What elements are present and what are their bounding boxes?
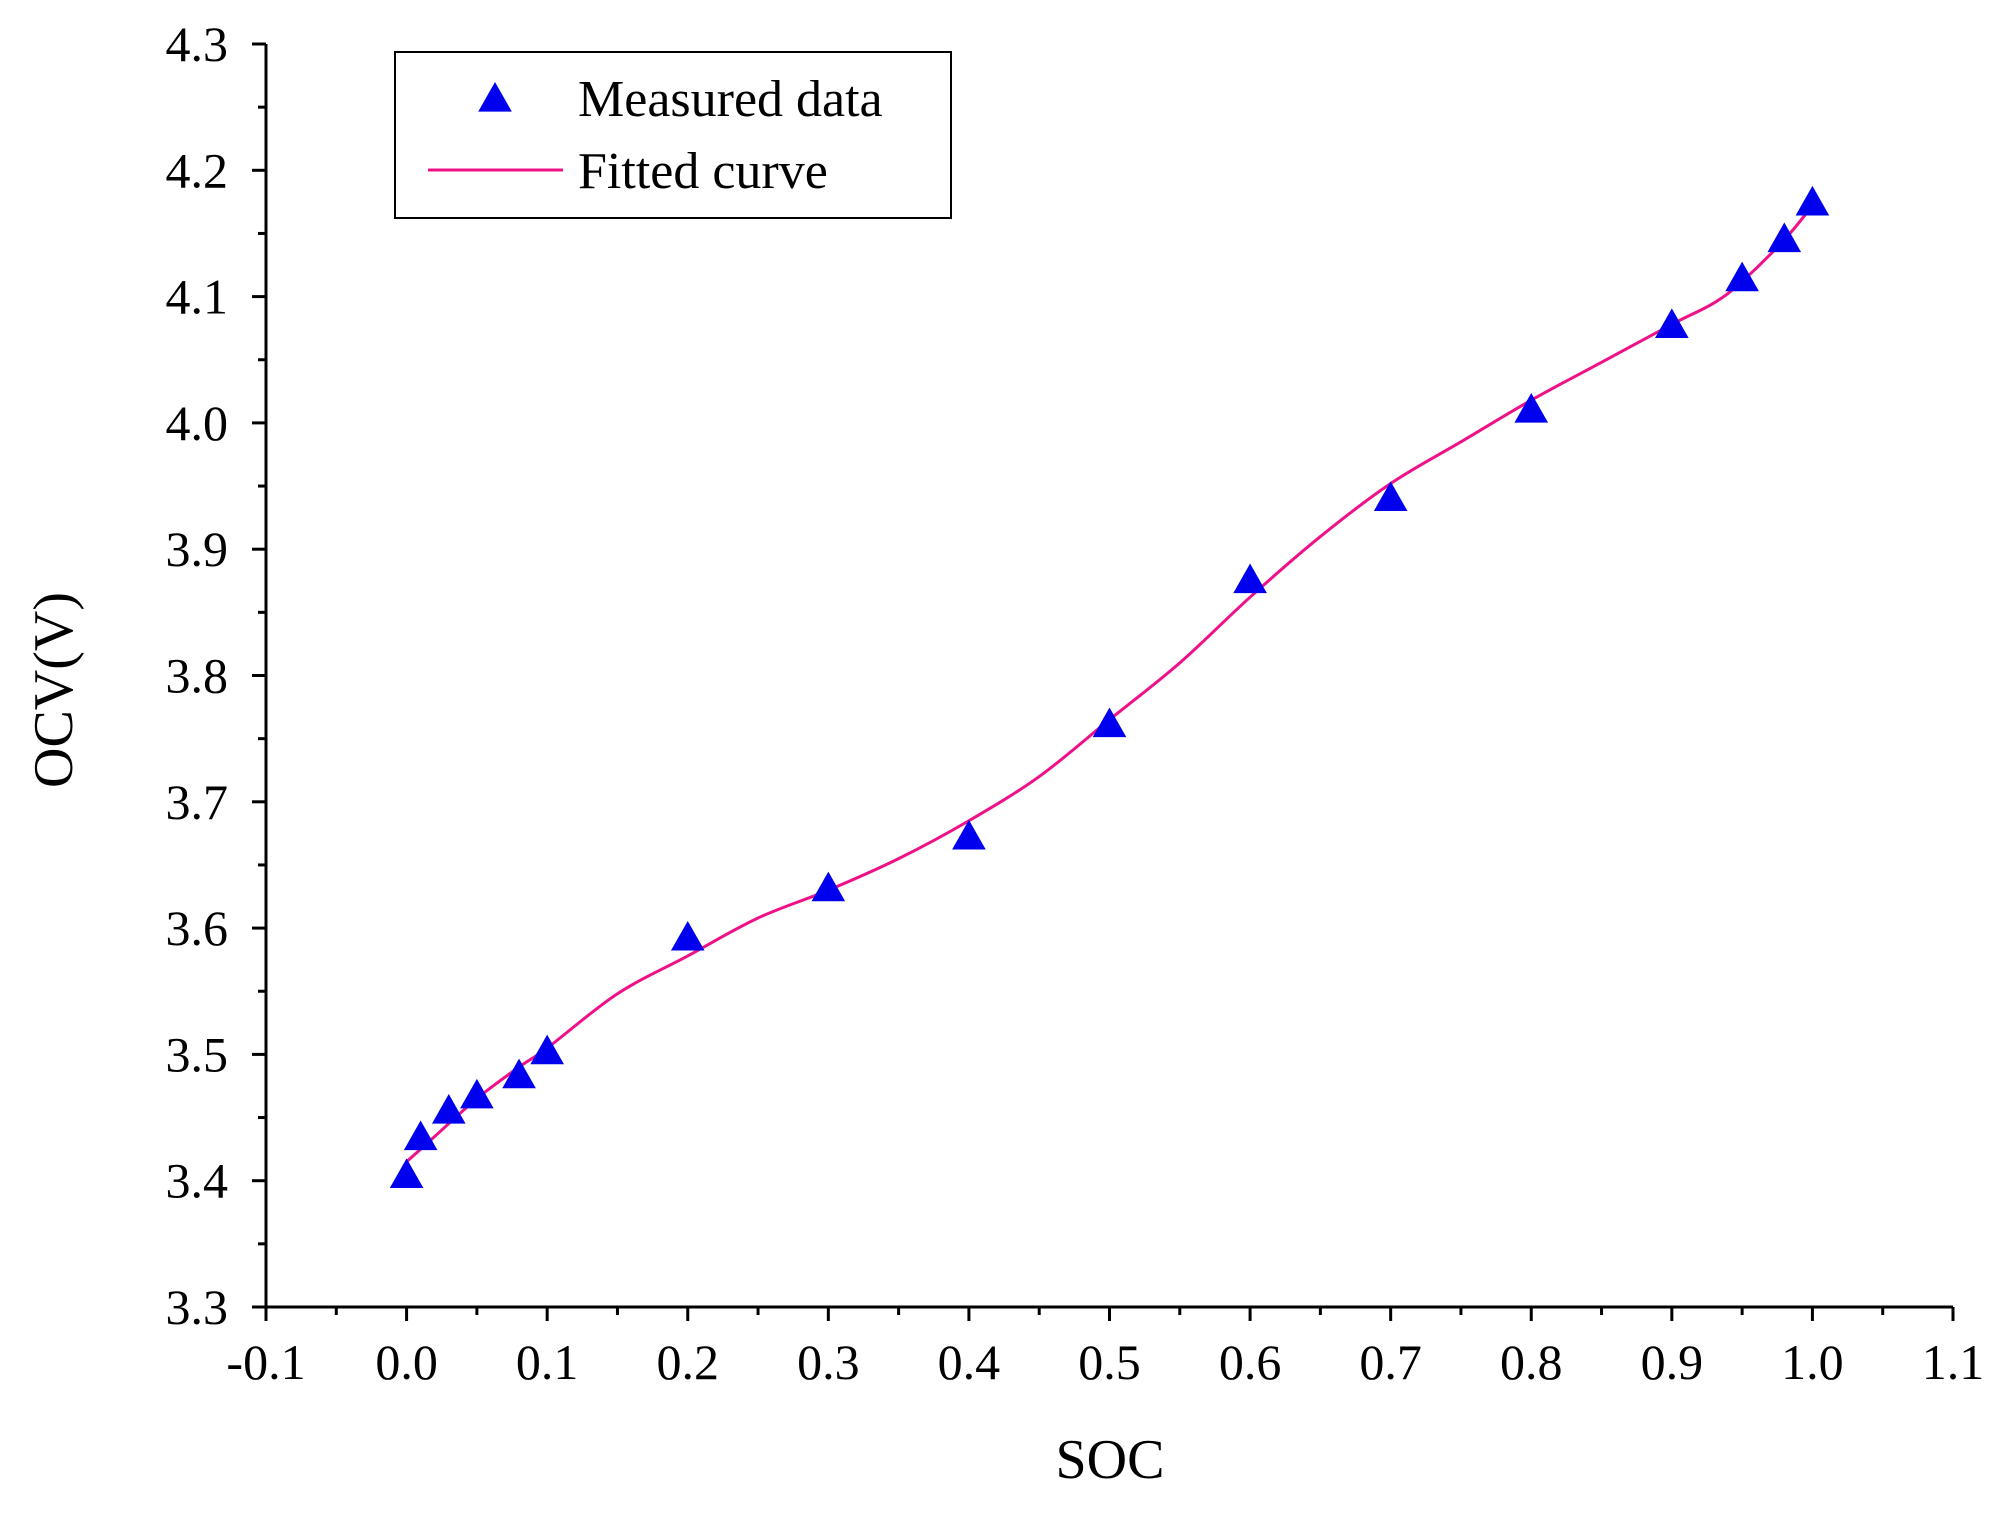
measured-data-point <box>431 1093 466 1124</box>
x-tick-label: 0.2 <box>657 1334 720 1390</box>
x-tick-label: 0.7 <box>1359 1334 1422 1390</box>
measured-data-point <box>1373 481 1408 512</box>
y-tick-labels: 3.3 3.4 3.5 3.6 3.7 3.8 3.9 4.0 4.1 4.2 4.3 <box>166 16 229 1335</box>
x-ticks <box>264 1307 1955 1321</box>
measured-data-point <box>1795 185 1830 216</box>
x-tick-label: 0.5 <box>1078 1334 1141 1390</box>
legend-marker-measured <box>478 82 512 112</box>
measured-data-point <box>670 920 705 951</box>
y-tick-label: 4.2 <box>166 142 229 198</box>
y-tick-label: 4.3 <box>166 16 229 72</box>
y-tick-label: 4.0 <box>166 395 229 451</box>
x-tick-label: 0.0 <box>375 1334 438 1390</box>
measured-data-point <box>811 871 846 902</box>
legend-label: Fitted curve <box>578 143 828 200</box>
legend-box <box>394 51 952 219</box>
measured-data-point <box>460 1078 494 1109</box>
y-tick-label: 3.9 <box>166 521 229 577</box>
y-tick-label: 3.8 <box>166 648 229 704</box>
measured-data-point <box>530 1034 564 1065</box>
measured-data-point <box>1767 222 1802 253</box>
x-tick-label: 0.1 <box>516 1334 579 1390</box>
x-tick-label: 0.8 <box>1500 1334 1563 1390</box>
measured-data-point <box>1233 563 1267 594</box>
legend: Measured data Fitted curve <box>394 51 952 219</box>
measured-data-point <box>952 819 986 850</box>
x-tick-label: 0.3 <box>797 1334 860 1390</box>
x-tick-label: 1.1 <box>1922 1334 1985 1390</box>
plot-series <box>389 185 1830 1188</box>
y-tick-label: 3.7 <box>166 774 229 830</box>
x-tick-label: 0.4 <box>938 1334 1001 1390</box>
x-tick-labels: -0.1 0.0 0.1 0.2 0.3 0.4 0.5 0.6 0.7 0.8 0.9 1.0 1.1 <box>226 1334 1984 1390</box>
y-tick-label: 3.5 <box>166 1026 229 1082</box>
legend-items: Measured data Fitted curve <box>428 71 883 200</box>
y-tick-label: 3.3 <box>166 1279 229 1335</box>
x-tick-label: 1.0 <box>1781 1334 1844 1390</box>
fitted-curve-line <box>405 204 1814 1163</box>
measured-data-point <box>502 1058 536 1089</box>
y-axis-title: OCV(V) <box>23 592 85 788</box>
x-tick-label: 0.9 <box>1641 1334 1704 1390</box>
y-ticks <box>252 42 266 1309</box>
axes <box>264 44 1953 1309</box>
y-tick-label: 3.6 <box>166 900 229 956</box>
x-axis-title: SOC <box>1056 1429 1165 1491</box>
x-tick-label: 0.6 <box>1219 1334 1282 1390</box>
measured-data-point <box>1092 707 1127 738</box>
x-tick-label: -0.1 <box>226 1334 305 1390</box>
legend-label: Measured data <box>578 71 883 128</box>
y-tick-label: 3.4 <box>166 1153 229 1209</box>
measured-data-point <box>403 1120 438 1151</box>
measured-data-point <box>1514 393 1549 423</box>
measured-data-point <box>1655 308 1689 338</box>
measured-data-point <box>1725 261 1759 292</box>
measured-data-point <box>389 1158 424 1188</box>
y-tick-label: 4.1 <box>166 269 229 325</box>
